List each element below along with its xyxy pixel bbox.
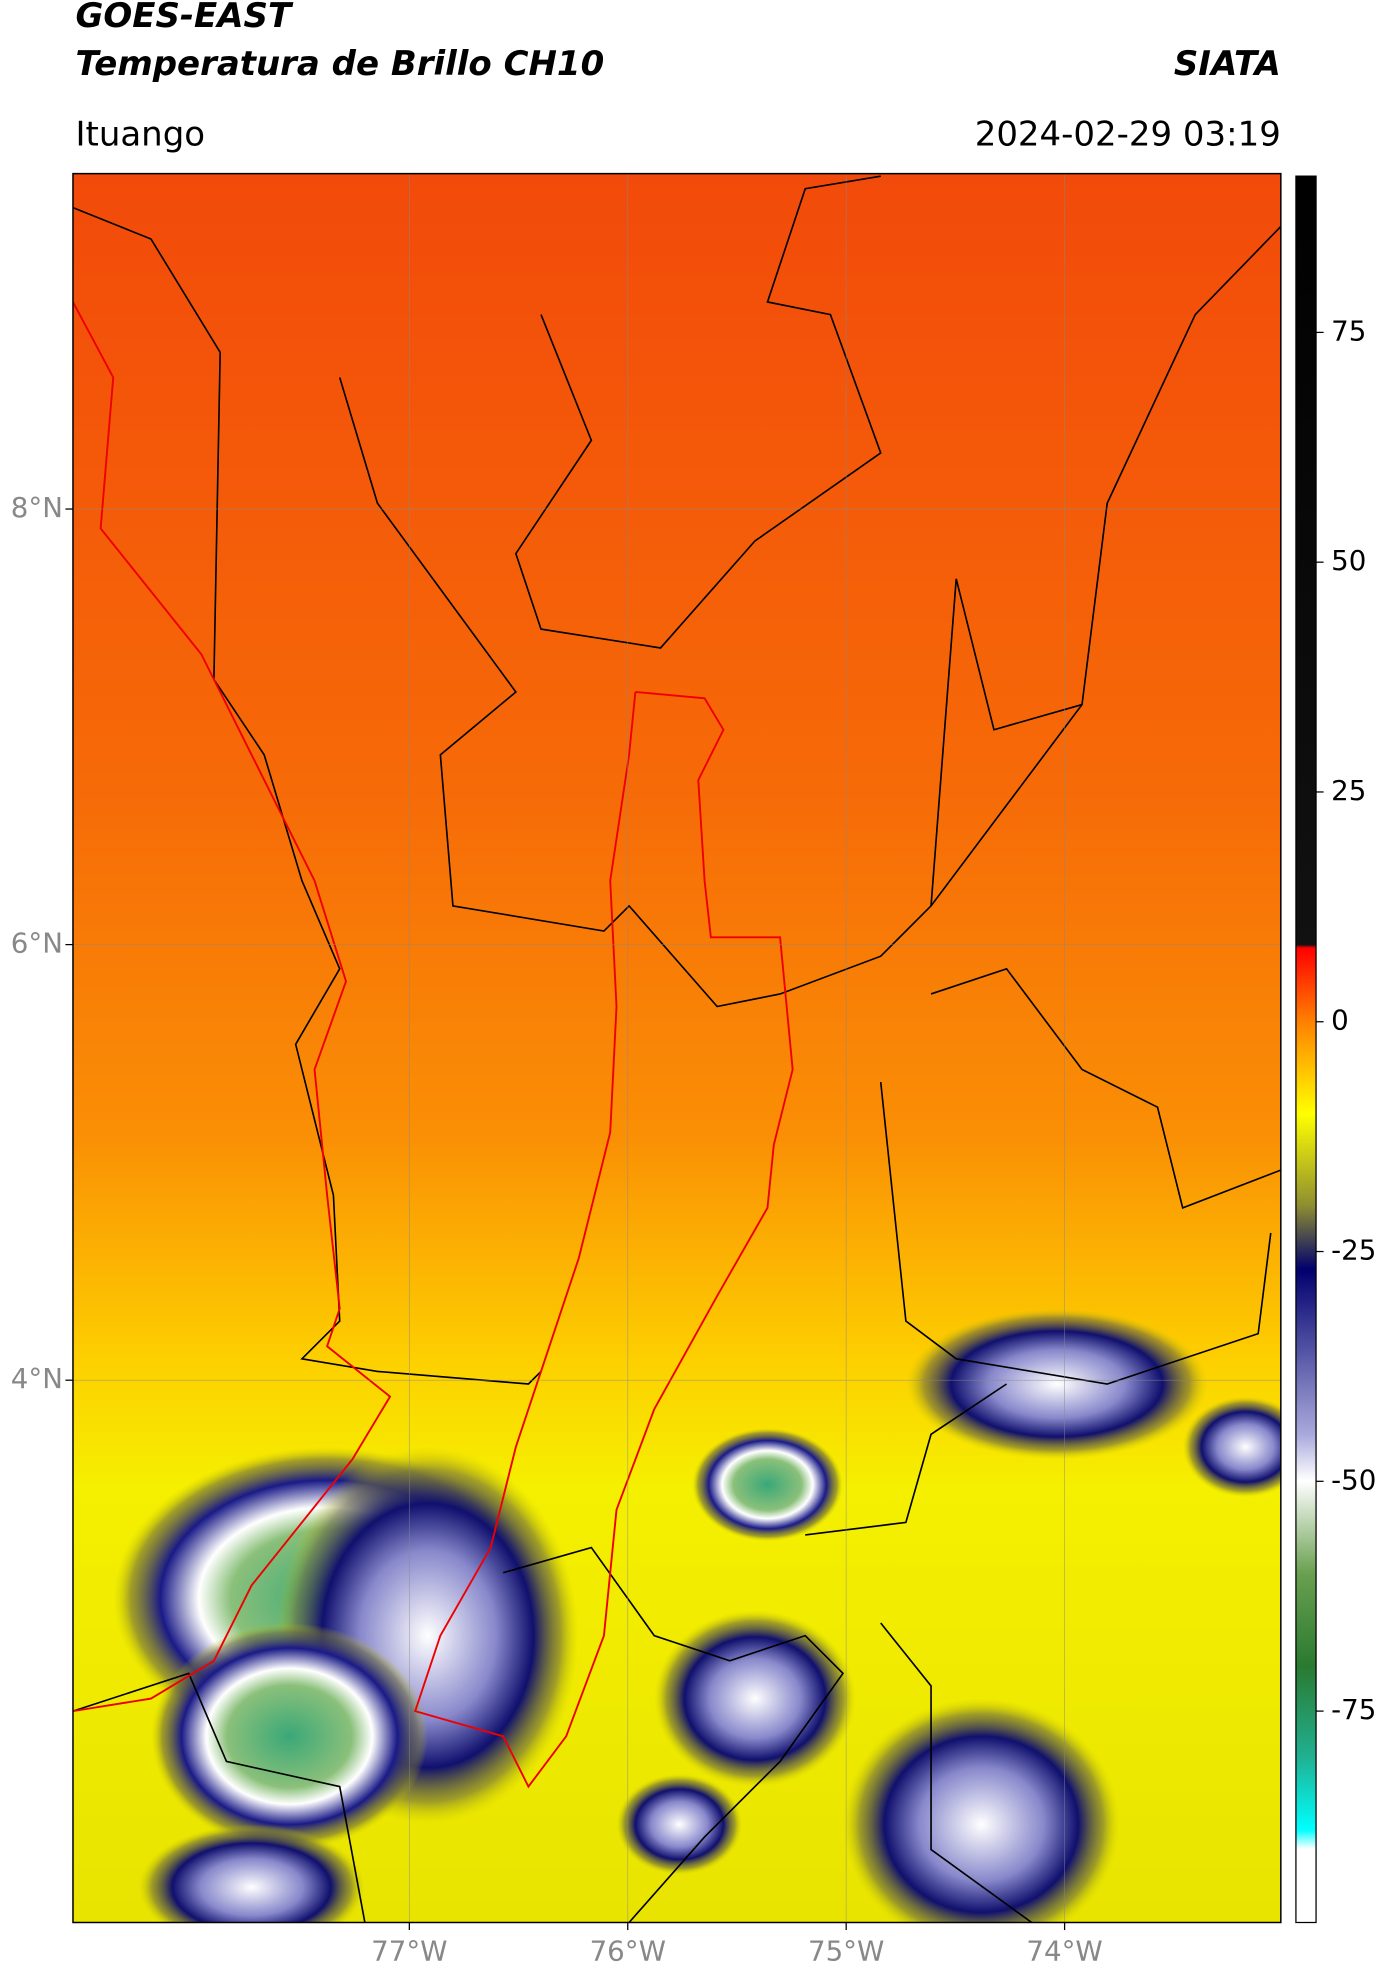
source: SIATA (1174, 44, 1281, 84)
map-frame (72, 172, 1282, 1924)
lon-tick-label: 76°W (590, 1935, 666, 1968)
title: GOES-EAST (75, 0, 293, 36)
graticule: 8°N 6°N 4°N 77°W 76°W 75°W 74°W (11, 173, 1281, 1968)
colorbar-tick-label: -75 (1331, 1693, 1376, 1726)
subtitle: Temperatura de Brillo CH10 (75, 44, 604, 84)
colorbar-tick-label: 50 (1331, 544, 1366, 577)
colorbar-tick-label: 0 (1331, 1004, 1349, 1037)
map-image (72, 173, 1281, 1923)
colorbar-tick-label: 75 (1331, 314, 1366, 347)
colorbar (1295, 175, 1317, 1924)
colorbar-tick-label: -25 (1331, 1234, 1376, 1267)
lat-tick-label: 8°N (11, 491, 63, 524)
lon-tick-label: 74°W (1026, 1935, 1102, 1968)
lat-tick-label: 6°N (11, 927, 63, 960)
lat-tick-label: 4°N (11, 1362, 63, 1395)
timestamp: 2024-02-29 03:19 (975, 114, 1281, 154)
colorbar-tick-label: -50 (1331, 1463, 1376, 1496)
lon-tick-label: 75°W (808, 1935, 884, 1968)
lon-tick-label: 77°W (371, 1935, 447, 1968)
location: Ituango (75, 114, 205, 154)
colorbar-tick-label: 25 (1331, 774, 1366, 807)
